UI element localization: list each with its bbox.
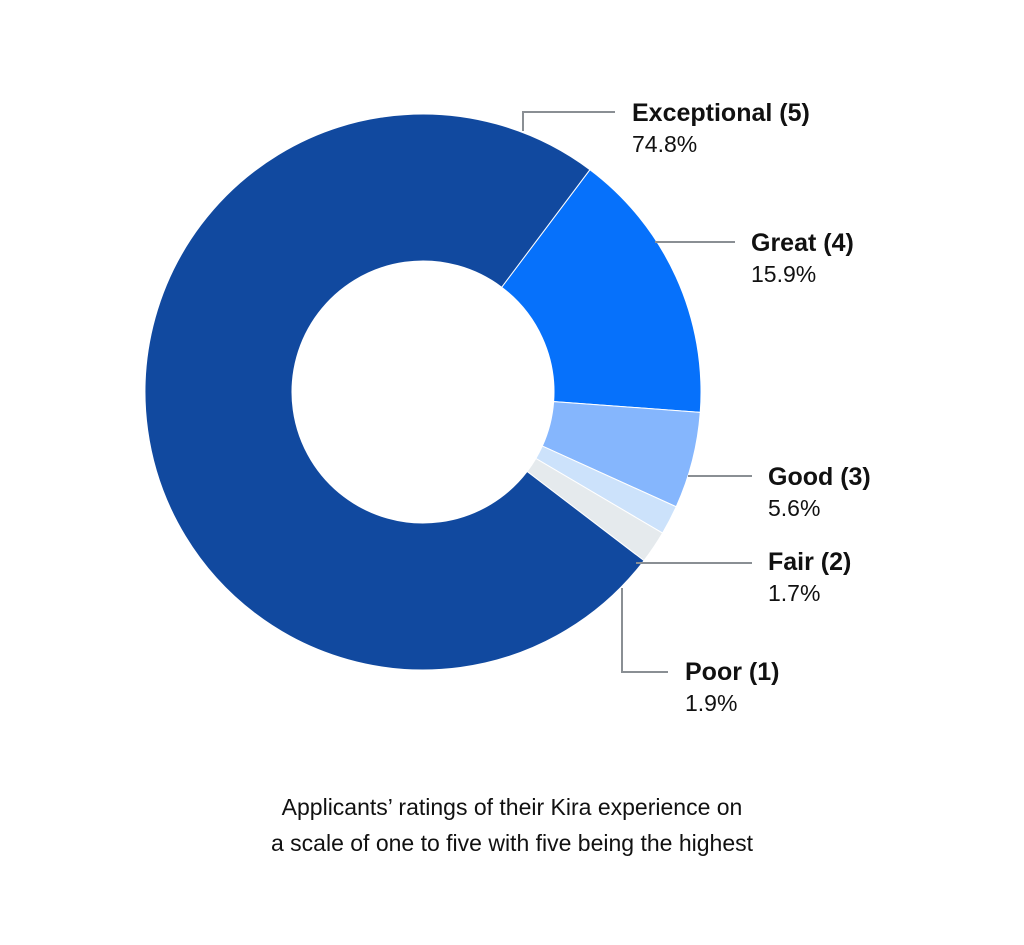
slice-value: 15.9% bbox=[751, 260, 817, 287]
slice-label: Exceptional (5) bbox=[632, 99, 810, 127]
slice-value: 1.9% bbox=[685, 689, 738, 716]
slices bbox=[144, 113, 702, 671]
callout-fair: Fair (2) 1.7% bbox=[768, 546, 851, 608]
callout-good: Good (3) 5.6% bbox=[768, 461, 871, 523]
slice-label: Good (3) bbox=[768, 463, 871, 491]
callout-poor: Poor (1) 1.9% bbox=[685, 656, 779, 718]
caption-line-2: a scale of one to five with five being t… bbox=[270, 829, 754, 856]
caption-line-1: Applicants’ ratings of their Kira experi… bbox=[281, 794, 743, 820]
slice-label: Fair (2) bbox=[768, 548, 852, 576]
chart-caption: Applicants’ ratings of their Kira experi… bbox=[0, 790, 1024, 861]
leader-exceptional bbox=[522, 111, 615, 131]
slice-value: 5.6% bbox=[768, 494, 821, 521]
slice-exceptional bbox=[144, 113, 645, 671]
slice-label: Poor (1) bbox=[685, 658, 780, 686]
callout-exceptional: Exceptional (5) 74.8% bbox=[632, 97, 810, 159]
leader-poor bbox=[621, 588, 668, 673]
slice-great bbox=[500, 168, 702, 413]
slice-label: Great (4) bbox=[751, 229, 854, 257]
slice-value: 1.7% bbox=[768, 579, 821, 606]
callout-great: Great (4) 15.9% bbox=[751, 227, 854, 289]
leader-lines bbox=[522, 111, 752, 673]
slice-value: 74.8% bbox=[632, 130, 698, 157]
